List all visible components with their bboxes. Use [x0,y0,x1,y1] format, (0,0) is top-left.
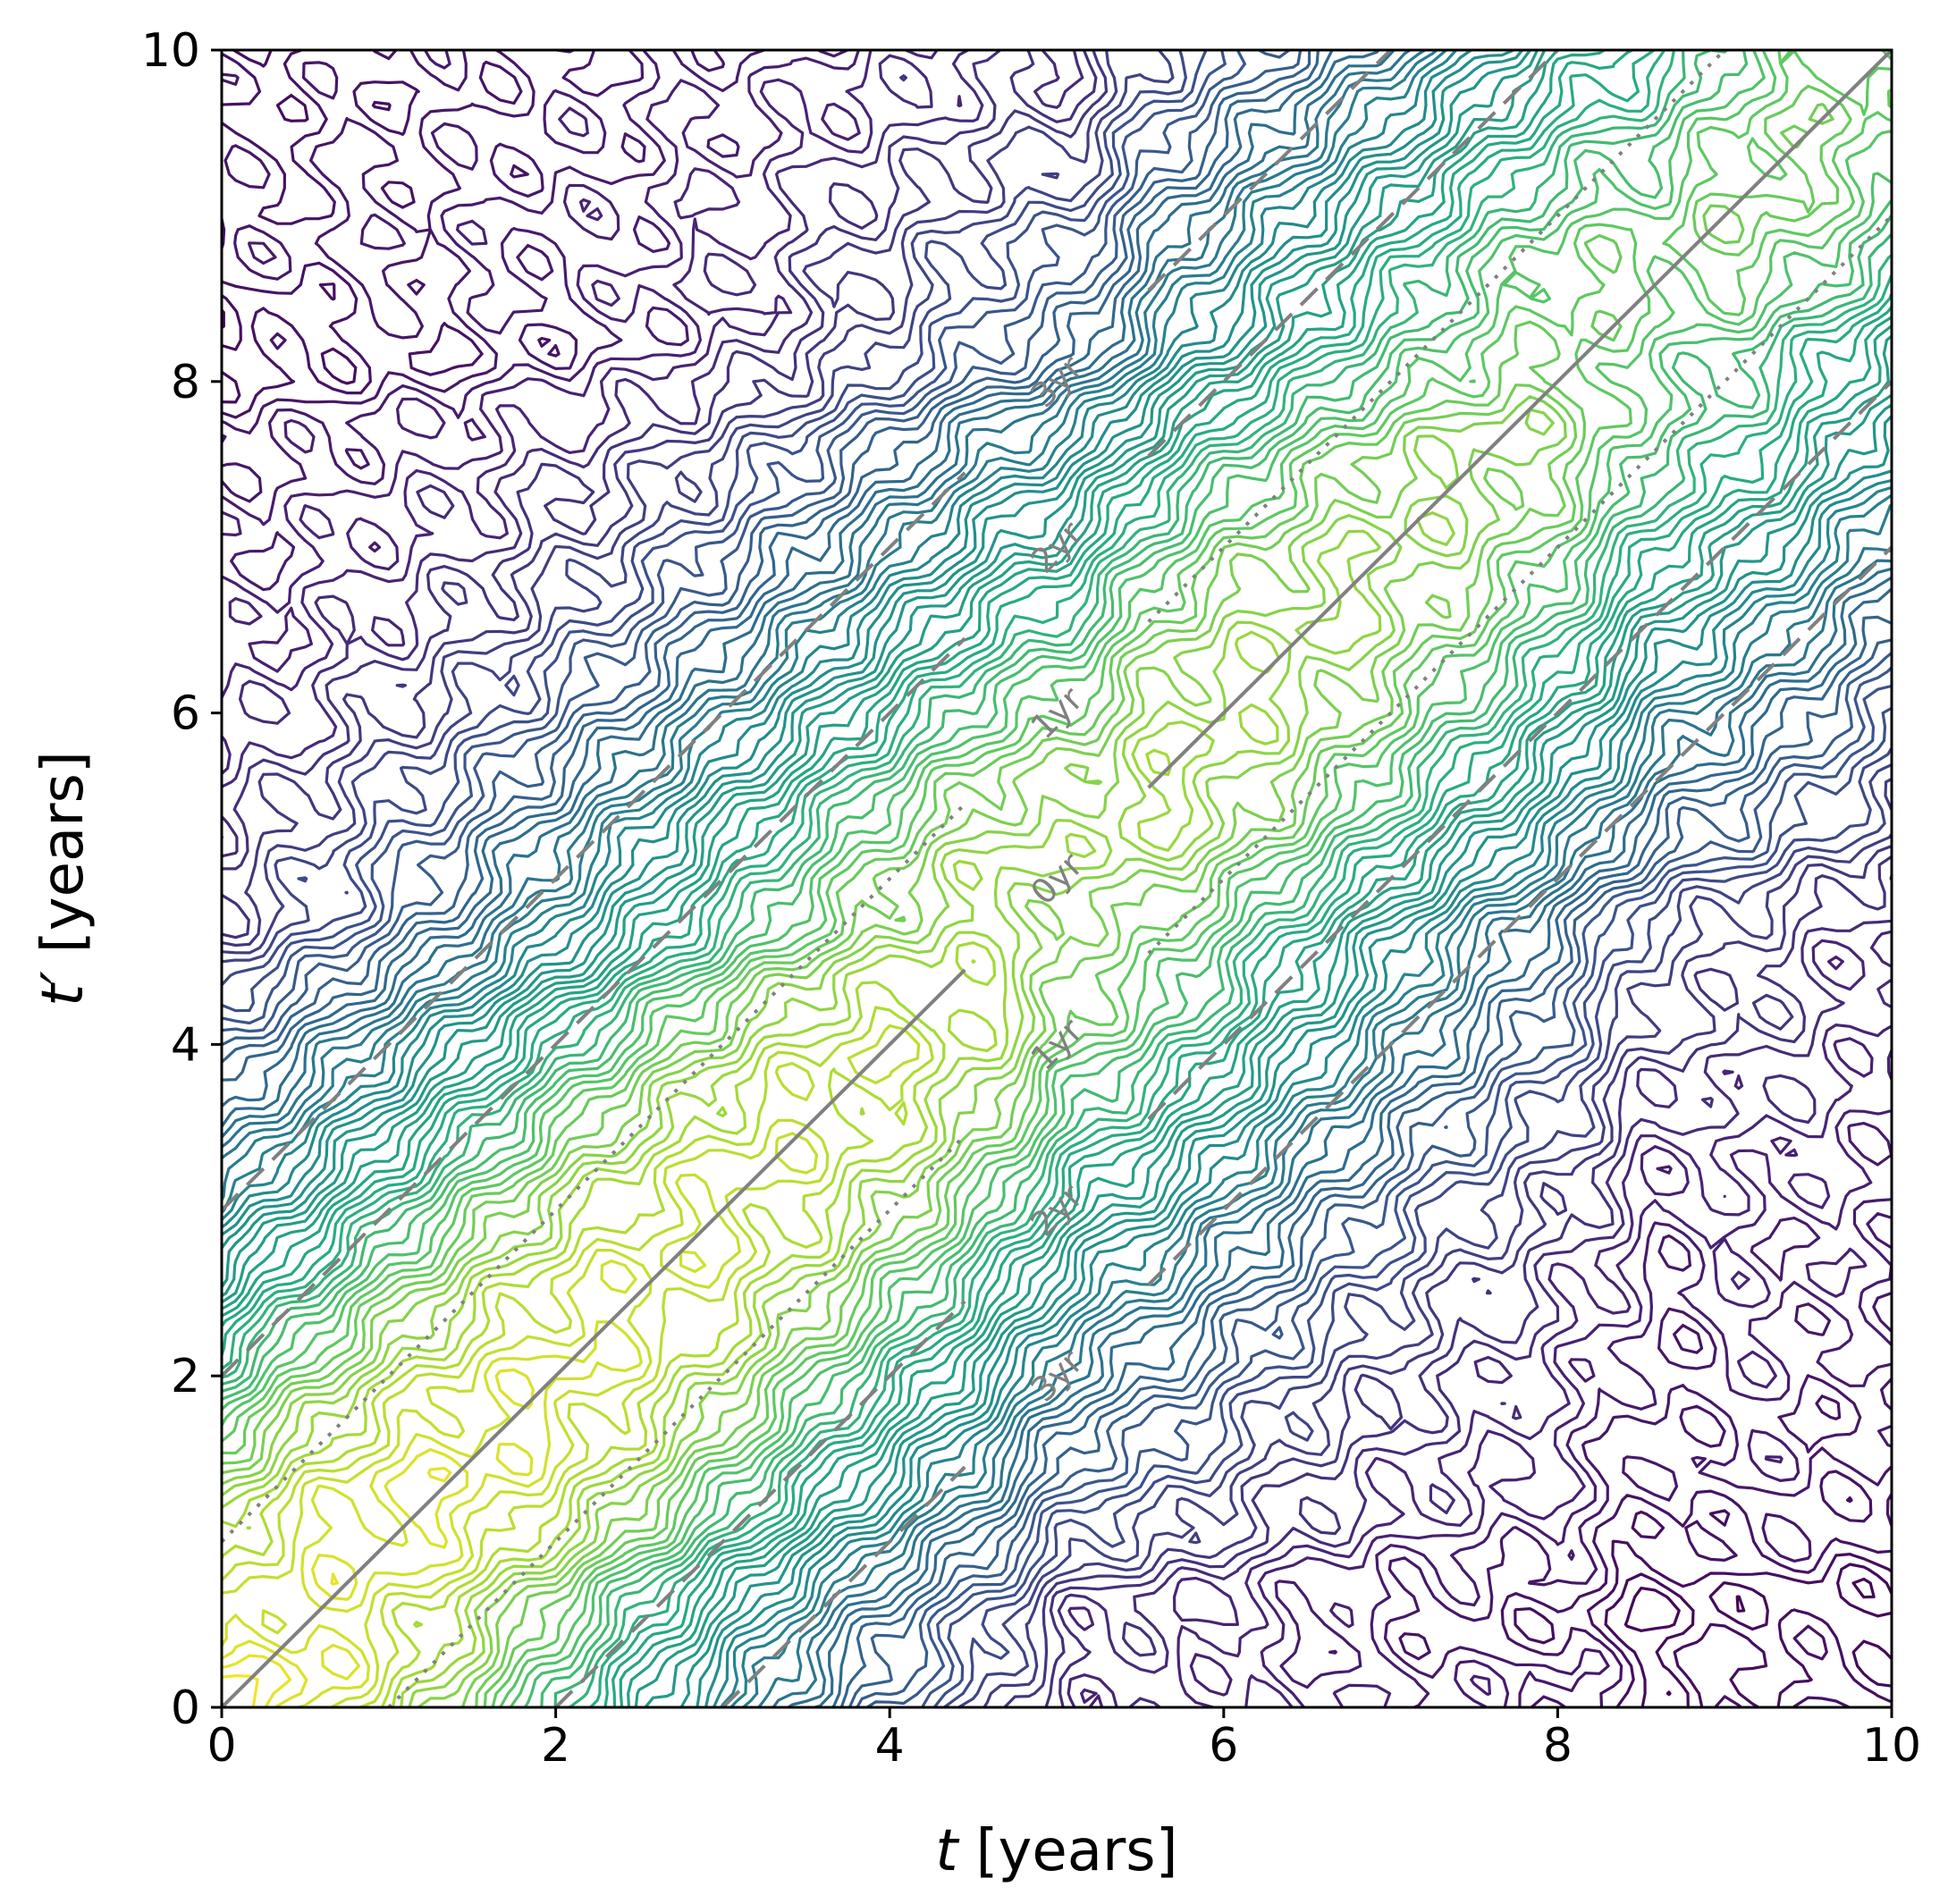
contour-level-line [222,50,1892,1707]
contour-level-line [222,50,1892,1707]
lag-line-dashed [1147,50,1393,292]
y-axis-title: t′[years] [30,751,97,1007]
contour-level-line [222,50,1892,1707]
x-axis-title: t [years] [935,1818,1177,1884]
y-tick-label: 10 [141,24,200,78]
contour-level-line [222,50,1892,1707]
contour-level-line [222,50,1892,1707]
contour-level-line [222,50,1892,1707]
x-tick-label: 10 [1862,1719,1921,1773]
x-axis-ticks: 0 2 4 6 8 10 [207,1707,1921,1773]
contour-level-line [222,50,1892,1707]
contour-level-line [222,50,1892,1707]
contour-level-line [222,50,1892,1707]
contour-level-line [222,50,1892,1707]
contour-level-line [222,50,1892,1707]
contour-level-line [222,50,1892,1707]
contour-level-line [222,50,1892,1707]
contour-level-line [1623,1577,1876,1697]
contour-level-line [222,50,1892,1707]
contour-lines [222,50,1892,1707]
contour-level-line [222,50,1892,1707]
contour-level-line [222,103,1834,1707]
y-tick-label: 6 [171,687,200,741]
contour-level-line [222,395,1567,1707]
contour-level-line [222,50,1892,1707]
contour-level-line [222,50,1892,1707]
contour-level-line [222,50,1892,1707]
lag-line-dotted [1147,50,1726,624]
lag-line-dashed [1147,545,1892,1286]
contour-level-line [222,50,1892,1707]
lag-line-dashed [554,1300,966,1707]
lag-line-dashed [222,636,966,1377]
x-tick-label: 2 [541,1719,570,1773]
lag-line-dashed [1147,380,1892,1121]
contour-level-line [222,959,976,1707]
y-tick-label: 0 [171,1681,200,1735]
lag-line-solid [1147,50,1892,789]
contour-level-line [222,50,1892,1707]
contour-level-line [222,50,1892,1707]
contour-level-line [222,50,1892,1707]
lag-line-dotted [387,1133,966,1707]
y-axis-ticks: 0 2 4 6 8 10 [141,24,222,1735]
contour-level-line [222,511,1455,1707]
y-tick-label: 8 [171,356,200,409]
contour-level-line [222,50,1892,1707]
contour-level-line [222,50,1892,1707]
contour-level-line [222,50,1892,1707]
x-tick-label: 6 [1209,1719,1238,1773]
contour-level-line [222,50,1892,1707]
lag-line-dashed [222,471,966,1212]
x-tick-label: 0 [207,1719,236,1773]
lag-reference-lines [222,50,1892,1707]
lag-line-dashed [1147,50,1559,458]
contour-level-line [222,50,1892,1707]
contour-level-line [222,50,1892,1707]
x-tick-label: 4 [875,1719,905,1773]
x-tick-label: 8 [1543,1719,1573,1773]
contour-level-line [222,408,1555,1707]
contour-level-line [222,748,1172,1707]
contour-level-line [222,84,1892,1707]
y-tick-label: 4 [171,1018,200,1072]
contour-level-line [222,50,1892,1707]
contour-level-line [222,308,1892,1707]
contour-level-line [222,50,1892,1707]
contour-level-line [222,630,1280,1707]
plot-frame [220,48,1893,1709]
lag-line-dashed [721,1465,966,1707]
contour-level-line [222,50,1892,1707]
lag-line-solid [222,968,966,1707]
y-tick-label: 2 [171,1350,200,1403]
